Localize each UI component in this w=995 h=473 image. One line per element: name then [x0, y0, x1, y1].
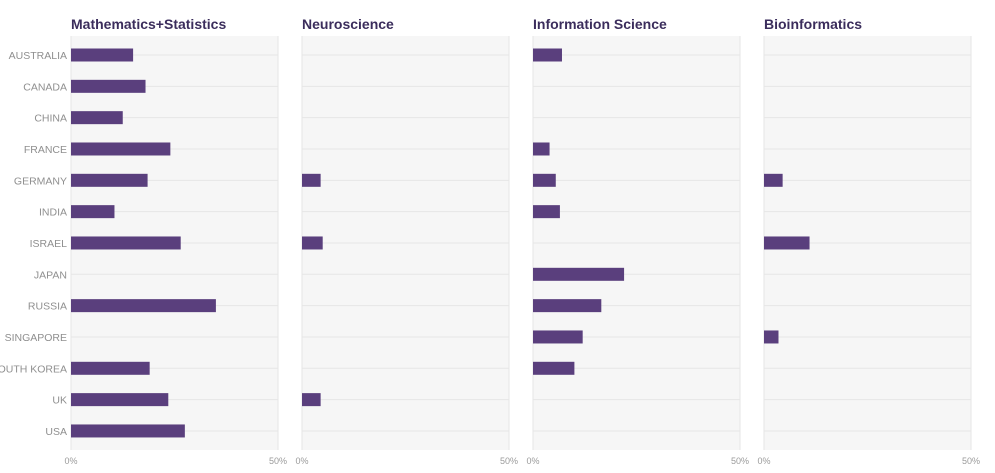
bar-japan: [533, 267, 625, 281]
category-label-france: FRANCE: [24, 144, 67, 156]
bar-india: [71, 205, 115, 219]
x-tick-label: 0%: [295, 456, 308, 466]
bar-uk: [302, 393, 321, 407]
category-label-japan: JAPAN: [34, 269, 67, 281]
x-tick-label: 50%: [500, 456, 518, 466]
bar-france: [533, 142, 550, 156]
bar-russia: [71, 299, 216, 313]
bar-germany: [764, 173, 783, 187]
category-label-china: CHINA: [34, 113, 67, 125]
panel-title: Mathematics+Statistics: [71, 16, 226, 32]
category-label-israel: ISRAEL: [30, 238, 68, 250]
category-label-australia: AUSTRALIA: [9, 50, 67, 62]
bar-australia: [71, 48, 134, 62]
panel-bioinformatics: Bioinformatics 0% 50%: [757, 16, 980, 466]
category-label-uk: UK: [52, 395, 67, 407]
bar-australia: [533, 48, 562, 62]
panel-mathematics-statistics: Mathematics+Statistics 0% 50%: [64, 16, 287, 466]
bar-israel: [764, 236, 810, 250]
bar-germany: [533, 173, 556, 187]
panel-title: Neuroscience: [302, 16, 394, 32]
category-label-usa: USA: [45, 426, 67, 438]
country-labels: AUSTRALIA CANADA CHINA FRANCE GERMANY INDIA IS…: [0, 50, 67, 438]
bar-south-korea: [71, 361, 150, 375]
bar-germany: [302, 173, 321, 187]
bar-south-korea: [533, 361, 575, 375]
category-label-south-korea: SOUTH KOREA: [0, 363, 67, 375]
category-label-singapore: SINGAPORE: [5, 332, 67, 344]
category-label-canada: CANADA: [23, 81, 67, 93]
bar-israel: [302, 236, 323, 250]
x-tick-label: 50%: [731, 456, 749, 466]
bar-singapore: [533, 330, 583, 344]
panel-title: Information Science: [533, 16, 667, 32]
x-tick-label: 0%: [64, 456, 77, 466]
bar-singapore: [764, 330, 779, 344]
category-label-germany: GERMANY: [14, 175, 67, 187]
panel-title: Bioinformatics: [764, 16, 862, 32]
x-tick-label: 50%: [269, 456, 287, 466]
category-label-russia: RUSSIA: [28, 301, 67, 313]
panel-information-science: Information Science 0% 50%: [526, 16, 749, 466]
category-label-india: INDIA: [39, 207, 67, 219]
bar-china: [71, 111, 123, 125]
x-tick-label: 0%: [526, 456, 539, 466]
bar-india: [533, 205, 560, 219]
bar-russia: [533, 299, 602, 313]
bar-israel: [71, 236, 181, 250]
x-tick-label: 50%: [962, 456, 980, 466]
bar-usa: [71, 424, 185, 438]
x-tick-label: 0%: [757, 456, 770, 466]
bar-germany: [71, 173, 148, 187]
bar-france: [71, 142, 171, 156]
bar-canada: [71, 79, 146, 93]
chart-panels: Mathematics+Statistics 0% 50% Neuroscience 0…: [64, 16, 980, 466]
bar-uk: [71, 393, 169, 407]
panel-neuroscience: Neuroscience 0% 50%: [295, 16, 518, 466]
